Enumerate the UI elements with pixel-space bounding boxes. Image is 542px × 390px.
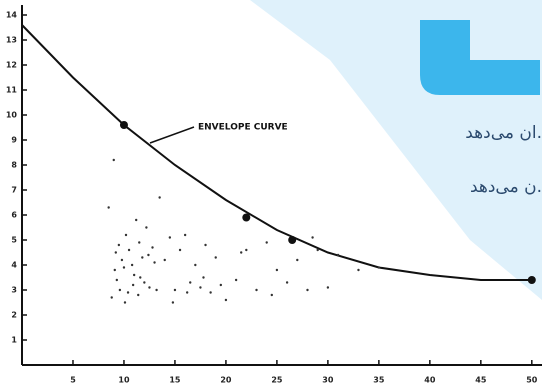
data-point xyxy=(158,196,161,199)
data-point xyxy=(126,291,130,294)
x-tick-label: 20 xyxy=(220,376,232,385)
data-point xyxy=(110,296,113,299)
x-tick-label: 10 xyxy=(118,376,130,385)
data-point xyxy=(204,243,207,247)
data-point xyxy=(137,293,140,297)
data-point xyxy=(145,226,148,229)
data-point xyxy=(316,248,319,252)
data-point xyxy=(240,251,243,254)
data-point xyxy=(131,283,135,287)
data-point xyxy=(311,236,314,239)
watermark-shape xyxy=(250,0,542,300)
x-tick-label: 5 xyxy=(70,376,76,385)
data-point xyxy=(147,253,150,257)
x-tick-label: 25 xyxy=(271,376,283,385)
data-point xyxy=(224,298,228,302)
data-point xyxy=(194,263,197,267)
watermark-logo xyxy=(250,0,542,300)
data-point xyxy=(306,288,309,292)
data-point xyxy=(173,288,177,292)
data-point xyxy=(171,301,175,304)
watermark-text: ان می‌دهد. xyxy=(465,123,542,143)
data-point xyxy=(115,278,119,282)
y-tick-label: 11 xyxy=(6,86,18,95)
data-point xyxy=(189,281,192,284)
data-point xyxy=(183,233,187,237)
data-point xyxy=(118,288,122,292)
y-tick-label: 13 xyxy=(6,36,17,45)
y-tick-label: 6 xyxy=(11,211,17,220)
data-point xyxy=(139,276,142,279)
x-tick-label: 50 xyxy=(526,376,538,385)
data-point xyxy=(148,286,151,289)
data-point xyxy=(168,236,172,239)
y-tick-label: 9 xyxy=(11,136,17,145)
data-point xyxy=(120,258,124,262)
data-point xyxy=(130,263,134,267)
data-point xyxy=(138,241,141,244)
x-tick-label: 35 xyxy=(373,376,385,385)
y-tick-label: 3 xyxy=(11,286,17,295)
data-point xyxy=(245,248,248,252)
data-point xyxy=(326,286,330,289)
data-point xyxy=(296,258,299,262)
data-point xyxy=(122,266,126,269)
data-point xyxy=(185,291,189,294)
data-point xyxy=(255,288,258,292)
y-tick-label: 12 xyxy=(6,61,17,70)
data-point xyxy=(377,266,381,269)
data-point xyxy=(270,293,274,297)
data-point xyxy=(151,246,154,249)
curve-point xyxy=(242,213,251,222)
data-point xyxy=(123,301,127,304)
data-point xyxy=(141,256,144,259)
data-point xyxy=(336,253,340,257)
annotation-arrow xyxy=(149,126,195,144)
data-point xyxy=(124,233,128,237)
data-point xyxy=(357,268,360,272)
curve-point xyxy=(288,236,297,244)
watermark-mark xyxy=(420,20,540,95)
data-point xyxy=(285,281,289,284)
watermark-text: ن می‌دهد. xyxy=(470,177,542,197)
curve-point xyxy=(119,121,128,129)
data-point xyxy=(163,258,166,262)
y-tick-label: 5 xyxy=(11,236,17,245)
y-tick-label: 4 xyxy=(11,261,17,270)
data-point xyxy=(134,218,138,222)
y-tick-label: 14 xyxy=(6,11,18,20)
curve-point xyxy=(527,276,536,284)
data-point xyxy=(114,251,118,254)
x-tick-label: 40 xyxy=(424,376,436,385)
data-point xyxy=(132,273,136,277)
data-point xyxy=(275,268,279,272)
data-point xyxy=(153,261,156,264)
data-point xyxy=(219,283,223,287)
data-point xyxy=(113,268,116,272)
y-tick-label: 1 xyxy=(11,336,17,345)
data-point xyxy=(127,248,131,252)
data-point xyxy=(202,276,205,279)
annotation: ENVELOPE CURVE xyxy=(198,123,288,133)
data-point xyxy=(199,286,202,289)
x-tick-label: 30 xyxy=(322,376,334,385)
y-tick-label: 7 xyxy=(11,186,17,195)
y-tick-label: 8 xyxy=(11,161,17,170)
envelope-curve xyxy=(21,24,532,281)
data-point xyxy=(178,248,182,252)
y-tick-label: 10 xyxy=(6,111,18,120)
data-point xyxy=(155,288,158,292)
data-point xyxy=(143,281,146,284)
data-point xyxy=(112,158,115,162)
data-point xyxy=(214,256,217,259)
data-point xyxy=(234,278,238,282)
data-point xyxy=(117,243,121,247)
data-point xyxy=(107,206,110,209)
x-tick-label: 15 xyxy=(169,376,181,385)
y-tick-label: 2 xyxy=(11,311,17,320)
data-point xyxy=(265,241,268,244)
x-tick-label: 45 xyxy=(475,376,487,385)
data-point xyxy=(209,291,212,294)
